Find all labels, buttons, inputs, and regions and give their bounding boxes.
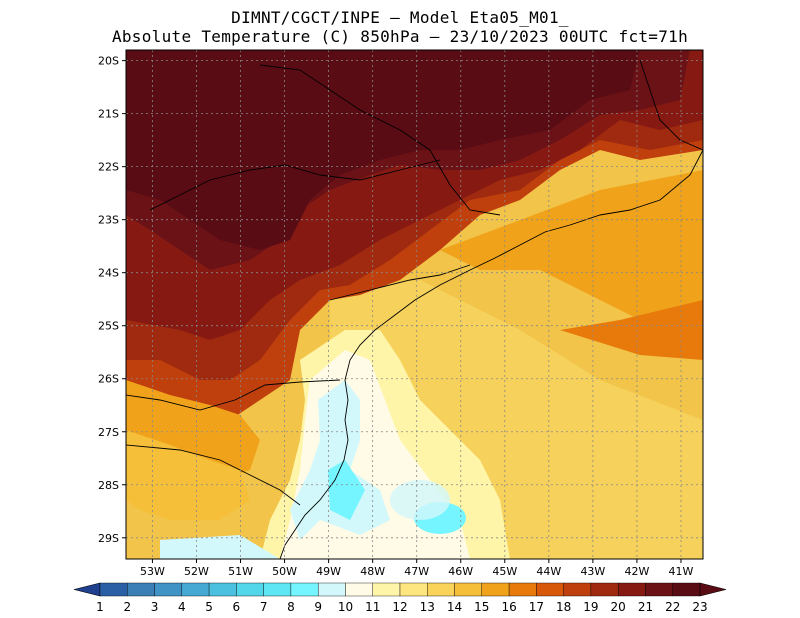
colorbar-swatch	[590, 582, 619, 597]
lat-tick-label: 29S	[98, 532, 119, 545]
colorbar-swatch	[399, 582, 428, 597]
colorbar-label: 15	[474, 600, 489, 614]
colorbar-label: 18	[556, 600, 571, 614]
colorbar-swatch	[481, 582, 510, 597]
colorbar-swatch	[290, 582, 319, 597]
map-subtitle: Absolute Temperature (C) 850hPa – 23/10/…	[111, 27, 689, 46]
colorbar-label: 14	[447, 600, 462, 614]
temperature-field	[126, 50, 703, 559]
colorbar-swatch	[372, 582, 401, 597]
colorbar-label: 21	[638, 600, 653, 614]
colorbar-label: 20	[611, 600, 626, 614]
colorbar-label: 10	[338, 600, 353, 614]
graticule	[126, 50, 703, 559]
colorbar-label: 22	[665, 600, 680, 614]
colorbar-label: 4	[178, 600, 186, 614]
lat-tick-label: 28S	[98, 479, 119, 492]
colorbar-label: 7	[260, 600, 268, 614]
lon-tick-label: 41W	[669, 565, 694, 578]
colorbar-swatch	[345, 582, 373, 597]
colorbar-swatch	[127, 582, 155, 597]
longitude-axis: 53W 52W 51W 50W 49W 48W 47W 46W 45W 44W 43W 42W 41W	[140, 559, 694, 578]
lat-tick-label: 21S	[98, 108, 119, 121]
colorbar-swatch	[427, 582, 455, 597]
colorbar-label: 5	[205, 600, 213, 614]
lat-tick-label: 26S	[98, 373, 119, 386]
lon-tick-label: 44W	[536, 565, 561, 578]
lon-tick-label: 52W	[184, 565, 209, 578]
lat-tick-label: 23S	[98, 214, 119, 227]
colorbar-label: 23	[692, 600, 707, 614]
colorbar-label: 9	[314, 600, 322, 614]
colorbar-label: 12	[392, 600, 407, 614]
lon-tick-label: 46W	[448, 565, 473, 578]
colorbar-swatch	[154, 582, 183, 597]
colorbar-label: 8	[287, 600, 295, 614]
lon-tick-label: 51W	[228, 565, 253, 578]
lon-tick-label: 50W	[272, 565, 297, 578]
colorbar-swatch	[317, 582, 346, 597]
lon-tick-label: 48W	[360, 565, 385, 578]
lat-tick-label: 24S	[98, 267, 119, 280]
colorbar-over-arrow	[699, 582, 727, 597]
colorbar-under-arrow	[73, 582, 101, 597]
colorbar-label: 2	[123, 600, 131, 614]
colorbar-swatch	[536, 582, 564, 597]
map-frame	[125, 49, 704, 560]
lat-tick-label: 27S	[98, 426, 119, 439]
colorbar-swatch	[99, 582, 128, 597]
colorbar-swatch	[454, 582, 483, 597]
colorbar-label: 19	[583, 600, 598, 614]
colorbar-swatch	[236, 582, 264, 597]
colorbar-label: 17	[529, 600, 544, 614]
colorbar-swatch	[672, 582, 701, 597]
colorbar-swatch	[181, 582, 210, 597]
colorbar-label: 6	[233, 600, 241, 614]
lat-tick-label: 25S	[98, 320, 119, 333]
colorbar-label: 11	[365, 600, 380, 614]
colorbar-swatch	[617, 582, 646, 597]
lon-tick-label: 53W	[140, 565, 165, 578]
colorbar-swatch	[208, 582, 237, 597]
map-title: DIMNT/CGCT/INPE – Model Eta05_M01_	[231, 8, 569, 27]
colorbar-swatch	[263, 582, 292, 597]
lon-tick-label: 45W	[492, 565, 517, 578]
colorbar-swatch	[563, 582, 592, 597]
lon-tick-label: 42W	[624, 565, 649, 578]
colorbar-swatch	[645, 582, 673, 597]
lat-tick-label: 20S	[98, 55, 119, 68]
latitude-axis: 20S 21S 22S 23S 24S 25S 26S 27S 28S 29S	[98, 55, 126, 545]
lon-tick-label: 47W	[404, 565, 429, 578]
colorbar-label: 13	[420, 600, 435, 614]
colorbar-label: 3	[151, 600, 159, 614]
coastline	[126, 59, 703, 559]
colorbar: 1 2 3 4 5 6 7 8 9 10 11 12 13 14 15 16 17 18 19 20 21 22 23	[73, 582, 727, 614]
colorbar-label: 16	[501, 600, 516, 614]
colorbar-swatch	[508, 582, 537, 597]
lat-tick-label: 22S	[98, 161, 119, 174]
lon-tick-label: 43W	[580, 565, 605, 578]
lon-tick-label: 49W	[316, 565, 341, 578]
colorbar-label: 1	[96, 600, 104, 614]
